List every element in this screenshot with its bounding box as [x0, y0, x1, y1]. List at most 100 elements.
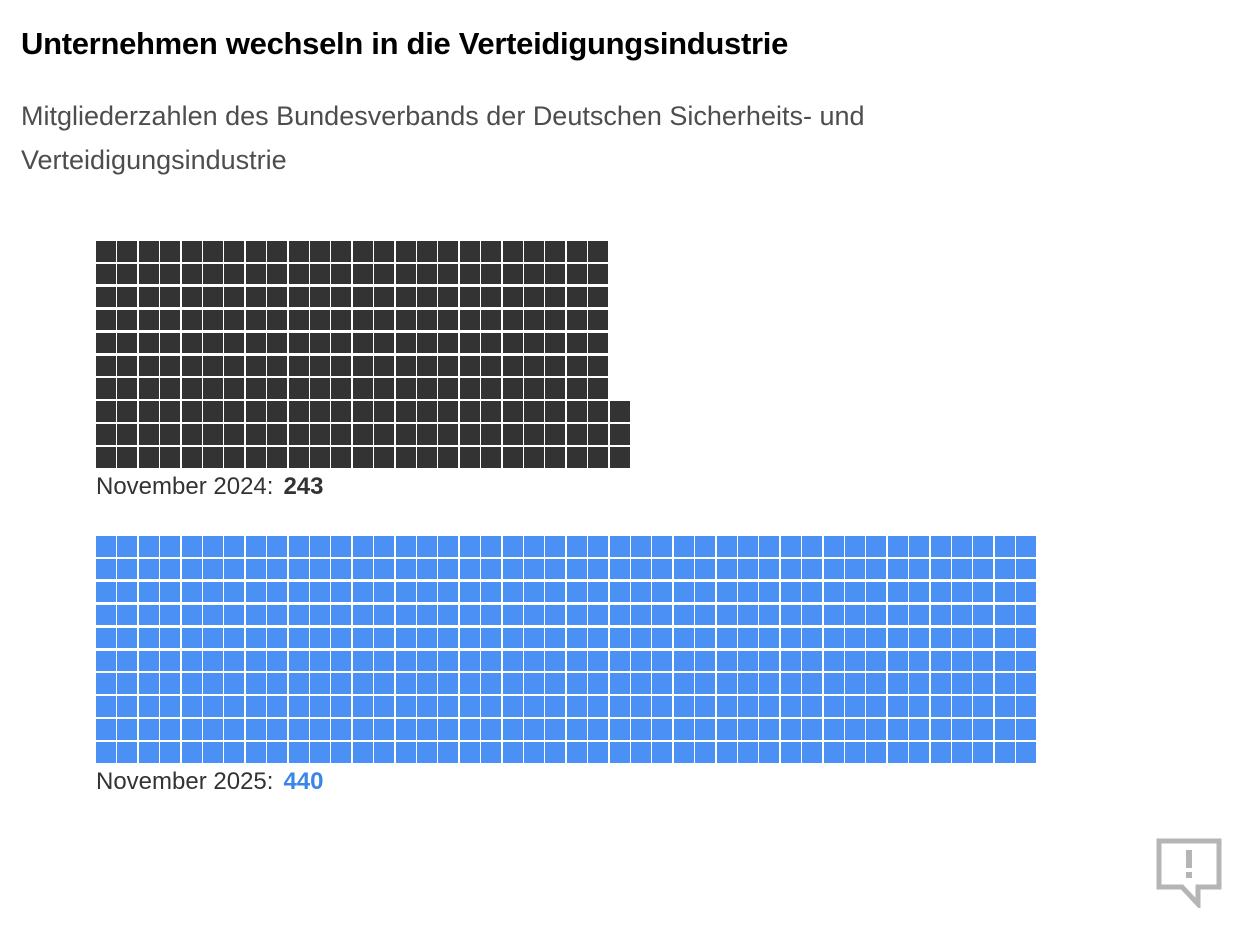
- waffle-cell: [374, 241, 395, 262]
- waffle-cell: [138, 536, 159, 557]
- waffle-cell: [973, 650, 994, 671]
- waffle-cell: [203, 742, 223, 763]
- waffle-cell: [310, 581, 330, 603]
- waffle-cell: [909, 719, 930, 740]
- waffle-cell: [1016, 536, 1037, 557]
- waffle-cell: [288, 742, 309, 763]
- waffle-cell: [673, 604, 694, 626]
- waffle-cell: [481, 627, 502, 649]
- waffle-cell: [138, 447, 159, 468]
- waffle-cell: [245, 378, 266, 399]
- waffle-cell: [524, 627, 544, 649]
- waffle-cell: [331, 558, 352, 580]
- waffle-cell: [652, 536, 673, 557]
- waffle-cell: [866, 673, 887, 694]
- waffle-cell: [566, 558, 587, 580]
- waffle-cell: [352, 424, 373, 445]
- waffle-cell: [588, 536, 609, 557]
- waffle-cell: [288, 401, 309, 422]
- waffle-cell: [459, 332, 480, 354]
- waffle-cell: [459, 263, 480, 285]
- waffle-cell: [738, 581, 758, 603]
- waffle-cell: [802, 650, 823, 671]
- waffle-cell: [352, 536, 373, 557]
- waffle-cell: [331, 742, 352, 763]
- waffle-cell: [823, 742, 844, 763]
- waffle-cell: [588, 673, 609, 694]
- waffle-cell: [973, 627, 994, 649]
- waffle-cell: [395, 424, 416, 445]
- waffle-cell: [160, 424, 181, 445]
- waffle-cell: [160, 378, 181, 399]
- waffle-cell: [117, 378, 138, 399]
- waffle-cell: [96, 581, 116, 603]
- waffle-cell: [245, 286, 266, 308]
- waffle-cell: [481, 378, 502, 399]
- waffle-cell: [566, 401, 587, 422]
- waffle-cell: [267, 604, 288, 626]
- waffle-cell: [866, 558, 887, 580]
- waffle-cell: [673, 673, 694, 694]
- waffle-cell: [96, 696, 116, 717]
- waffle-cell: [673, 536, 694, 557]
- waffle-cell: [352, 650, 373, 671]
- waffle-cell: [545, 719, 566, 740]
- waffle-cell: [417, 241, 437, 262]
- waffle-cell: [738, 536, 758, 557]
- waffle-cell: [759, 696, 780, 717]
- waffle-cell: [802, 536, 823, 557]
- waffle-cell: [288, 558, 309, 580]
- waffle-cell: [716, 558, 737, 580]
- waffle-cell: [438, 742, 459, 763]
- waffle-cell: [481, 604, 502, 626]
- feedback-icon[interactable]: [1156, 838, 1222, 911]
- waffle-cell: [459, 673, 480, 694]
- waffle-cell: [374, 378, 395, 399]
- waffle-cell: [502, 424, 523, 445]
- waffle-cell: [566, 355, 587, 376]
- waffle-cell: [545, 401, 566, 422]
- waffle-cell: [331, 355, 352, 376]
- waffle-cell: [866, 604, 887, 626]
- waffle-cell: [802, 719, 823, 740]
- waffle-cell: [716, 581, 737, 603]
- waffle-cell: [438, 604, 459, 626]
- waffle-cell: [267, 378, 288, 399]
- waffle-cell: [352, 241, 373, 262]
- waffle-cell: [203, 286, 223, 308]
- waffle-cell: [331, 581, 352, 603]
- waffle-cell: [374, 447, 395, 468]
- waffle-cell: [181, 650, 202, 671]
- waffle-cell: [160, 673, 181, 694]
- waffle-cell: [310, 241, 330, 262]
- waffle-cell: [117, 673, 138, 694]
- waffle-cell: [545, 424, 566, 445]
- waffle-cell: [203, 263, 223, 285]
- waffle-cell: [459, 627, 480, 649]
- waffle-cell: [288, 696, 309, 717]
- waffle-cell: [267, 627, 288, 649]
- waffle-cell: [310, 536, 330, 557]
- waffle-cell: [502, 581, 523, 603]
- waffle-cell: [352, 286, 373, 308]
- waffle-cell: [524, 447, 544, 468]
- waffle-cell: [267, 241, 288, 262]
- waffle-cell: [395, 355, 416, 376]
- waffle-cell: [203, 401, 223, 422]
- waffle-cell: [224, 263, 245, 285]
- waffle-cell: [524, 355, 544, 376]
- waffle-cell: [973, 558, 994, 580]
- waffle-cell: [545, 263, 566, 285]
- waffle-cell: [887, 719, 908, 740]
- waffle-cell: [352, 309, 373, 331]
- waffle-cell: [845, 742, 865, 763]
- waffle-cell: [459, 309, 480, 331]
- waffle-cell: [1016, 673, 1037, 694]
- waffle-cell: [502, 696, 523, 717]
- waffle-cell: [245, 581, 266, 603]
- waffle-cell: [138, 604, 159, 626]
- waffle-cell: [759, 719, 780, 740]
- waffle-cell: [374, 604, 395, 626]
- waffle-cell: [502, 627, 523, 649]
- waffle-cell: [438, 536, 459, 557]
